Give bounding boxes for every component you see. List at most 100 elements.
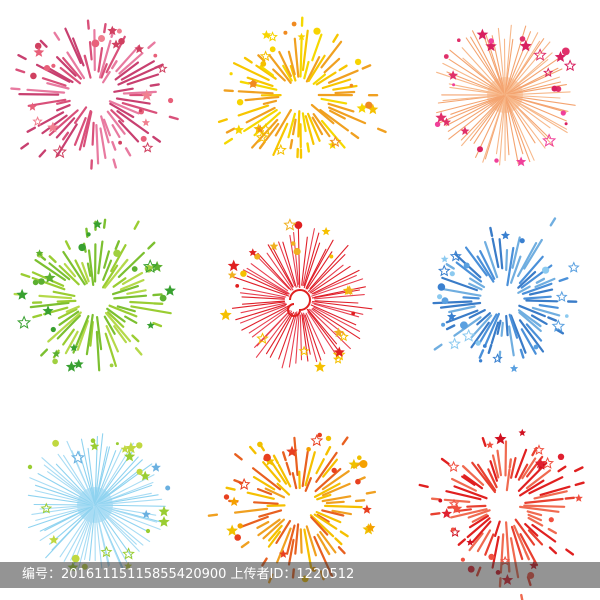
firework-dot xyxy=(565,314,569,318)
firework-ray xyxy=(256,520,270,530)
firework-ray xyxy=(505,314,509,337)
firework-ray xyxy=(65,305,80,313)
firework-star xyxy=(441,508,453,519)
firework-ray xyxy=(505,96,536,144)
firework-ray xyxy=(293,436,299,476)
firework-ray xyxy=(473,94,506,144)
firework-ray xyxy=(307,308,338,345)
firework-dot xyxy=(52,439,59,447)
firework-ray xyxy=(97,240,104,275)
firework-ray xyxy=(574,481,585,487)
firework-ray xyxy=(34,490,95,506)
firework-ray xyxy=(476,463,497,492)
firework-dot xyxy=(329,254,334,259)
firework-star xyxy=(492,353,503,364)
firework-ray xyxy=(33,503,94,506)
firework-ray xyxy=(252,467,282,491)
firework-ray xyxy=(276,482,291,496)
firework-ray xyxy=(111,124,121,138)
firework-star xyxy=(437,264,451,277)
firework-ray xyxy=(57,453,94,504)
firework-dot xyxy=(234,534,241,541)
firework-ray xyxy=(313,274,357,295)
firework-ray xyxy=(119,279,145,291)
firework-ray xyxy=(520,328,537,355)
firework-ray xyxy=(95,442,134,505)
firework-star xyxy=(237,477,251,490)
firework-ray xyxy=(505,94,551,129)
firework-ray xyxy=(281,311,298,369)
firework-ray xyxy=(309,514,335,538)
firework-dot xyxy=(452,83,456,87)
firework-dot xyxy=(138,108,143,113)
firework-star xyxy=(554,51,567,62)
firework-ray xyxy=(305,239,334,290)
firework-ray xyxy=(470,36,505,94)
firework-star xyxy=(283,218,297,231)
firework-star xyxy=(140,89,153,101)
firework-ray xyxy=(292,118,297,136)
firework-ray xyxy=(487,343,493,354)
firework-ray xyxy=(530,314,548,325)
firework-ray xyxy=(58,264,80,286)
firework-star xyxy=(333,327,344,338)
firework-star xyxy=(541,456,555,469)
firework-ray xyxy=(304,115,315,145)
firework-ray xyxy=(505,55,563,95)
firework-dot xyxy=(460,321,468,330)
firework-ray xyxy=(327,102,355,113)
firework-ray xyxy=(527,516,544,527)
firework-star xyxy=(92,219,103,229)
firework-ray xyxy=(517,309,535,322)
firework-ray xyxy=(111,285,139,296)
firework-ray xyxy=(337,546,346,555)
firework-ray xyxy=(70,507,95,561)
firework-ray xyxy=(86,19,90,30)
firework-ray xyxy=(95,505,149,532)
firework-ray xyxy=(312,112,331,138)
firework-dot xyxy=(477,146,483,153)
firework-ray xyxy=(52,290,76,297)
firework-ray xyxy=(104,332,118,367)
firework-ray xyxy=(265,312,293,355)
firework-ray xyxy=(64,330,79,355)
firework-star xyxy=(533,48,547,61)
firework-star xyxy=(274,143,287,156)
firework-ray xyxy=(499,96,506,166)
firework xyxy=(217,16,387,159)
firework-ray xyxy=(531,306,561,317)
firework-star xyxy=(227,270,237,279)
firework-ray xyxy=(267,244,294,288)
firework-ray xyxy=(102,218,107,229)
firework-dot xyxy=(113,249,121,257)
firework-ray xyxy=(506,95,568,134)
firework-star xyxy=(40,502,53,514)
firework-star xyxy=(542,133,557,147)
firework-ray xyxy=(299,314,303,361)
firework-ray xyxy=(449,86,504,96)
firework-ray xyxy=(531,523,557,543)
firework-ray xyxy=(505,38,545,94)
firework-ray xyxy=(102,118,112,137)
firework-ray xyxy=(66,51,86,80)
firework-dot xyxy=(116,28,122,34)
firework-dot xyxy=(283,30,288,35)
firework-ray xyxy=(47,471,95,505)
firework-ray xyxy=(149,83,160,87)
firework-ray xyxy=(207,513,219,517)
firework-ray xyxy=(505,76,560,96)
firework-ray xyxy=(445,263,455,270)
firework-dot xyxy=(38,278,45,285)
firework-ray xyxy=(95,504,158,523)
firework-ray xyxy=(321,482,351,497)
firework-ray xyxy=(312,307,361,340)
firework-ray xyxy=(152,135,162,143)
firework-ray xyxy=(505,521,510,563)
firework-ray xyxy=(506,68,563,95)
firework-ray xyxy=(504,94,510,156)
firework-ray xyxy=(95,505,151,543)
firework-ray xyxy=(94,504,133,558)
firework-ray xyxy=(557,465,567,473)
firework-ray xyxy=(37,473,94,505)
firework-ray xyxy=(57,308,78,320)
